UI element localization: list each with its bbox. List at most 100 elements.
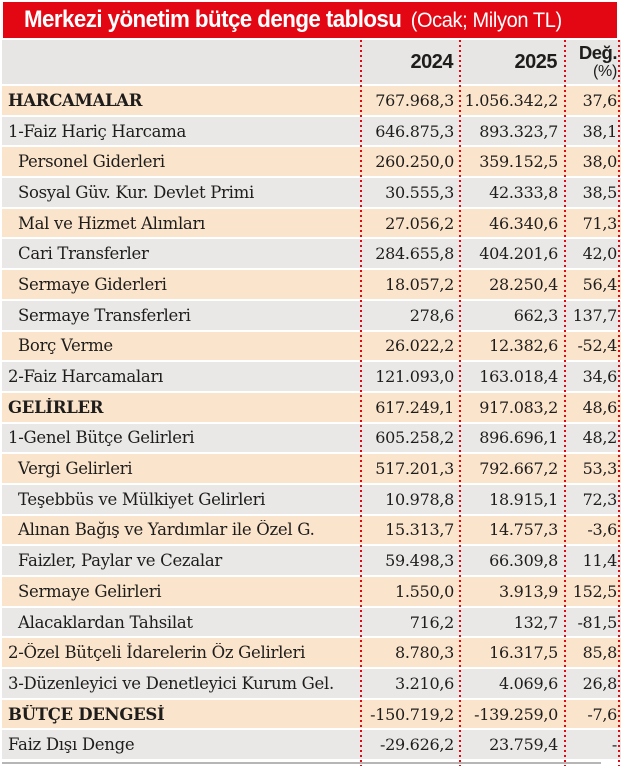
value-2024: 18.057,2: [385, 274, 454, 294]
table-row: Sermaye Transferleri 278,6 662,3 137,7: [2, 300, 621, 330]
value-2025: 359.152,5: [479, 152, 558, 172]
row-label: Teşebbüs ve Mülkiyet Gelirleri: [18, 489, 266, 509]
row-label: Vergi Gelirleri: [18, 459, 133, 479]
row-label: 2-Faiz Harcamaları: [8, 367, 164, 387]
row-label: 1-Genel Bütçe Gelirleri: [8, 428, 195, 448]
value-change: 42,0: [582, 244, 618, 264]
value-2024: 605.258,2: [375, 428, 454, 448]
row-label: Sermaye Transferleri: [18, 305, 191, 325]
value-2024: 1.550,0: [395, 581, 454, 601]
value-change: 37,6: [582, 90, 618, 110]
budget-table: 2024 2025 Değ. (%) HARCAMALAR 767.968,3 1.…: [2, 40, 621, 761]
value-2025: 12.382,6: [489, 336, 558, 356]
value-change: 34,6: [582, 367, 618, 387]
value-2024: 8.780,3: [395, 643, 454, 663]
table-row: Teşebbüs ve Mülkiyet Gelirleri 10.978,8 18…: [2, 484, 621, 514]
table-row: 1-Genel Bütçe Gelirleri 605.258,2 896.696,…: [2, 423, 621, 453]
value-change: 152,5: [572, 581, 618, 601]
row-label: Faizler, Paylar ve Cezalar: [18, 551, 222, 571]
value-2024: 646.875,3: [375, 121, 454, 141]
table-row: Borç Verme 26.022,2 12.382,6 -52,4: [2, 331, 621, 361]
value-2025: 163.018,4: [479, 367, 558, 387]
row-label: 2-Özel Bütçeli İdarelerin Öz Gelirleri: [8, 643, 306, 663]
header-cell-change: Değ. (%): [564, 43, 621, 81]
value-2024: 260.250,0: [375, 152, 454, 172]
value-2024: 59.498,3: [385, 551, 454, 571]
row-label: Personel Giderleri: [18, 152, 165, 172]
value-change: 71,3: [582, 213, 618, 233]
value-2024: 27.056,2: [385, 213, 454, 233]
value-2025: -139.259,0: [474, 704, 558, 724]
table-row: 2-Faiz Harcamaları 121.093,0 163.018,4 34,6: [2, 362, 621, 391]
title-period-note: (Ocak; Milyon TL): [410, 8, 562, 32]
value-2024: 767.968,3: [375, 90, 454, 110]
row-label: Cari Transferler: [18, 244, 149, 264]
title-bar: Merkezi yönetim bütçe denge tablosu (Oca…: [3, 2, 617, 38]
row-label: Sermaye Gelirleri: [18, 581, 162, 601]
value-2024: 284.655,8: [375, 244, 454, 264]
header-change-unit: (%): [593, 63, 617, 81]
value-change: -: [611, 735, 617, 755]
table-row: Alınan Bağış ve Yardımlar ile Özel G. 15.…: [2, 515, 621, 545]
row-label: Borç Verme: [18, 336, 113, 356]
row-label: Sosyal Güv. Kur. Devlet Primi: [18, 182, 254, 202]
row-label: 3-Düzenleyici ve Denetleyici Kurum Gel.: [8, 673, 334, 693]
value-change: 11,4: [582, 551, 618, 571]
value-2024: 26.022,2: [385, 336, 454, 356]
table-row: 2-Özel Bütçeli İdarelerin Öz Gelirleri 8.…: [2, 638, 621, 668]
row-label: Alınan Bağış ve Yardımlar ile Özel G.: [18, 520, 315, 540]
value-change: 85,8: [582, 643, 618, 663]
value-2024: 15.313,7: [385, 520, 454, 540]
value-change: 38,1: [582, 121, 618, 141]
table-row: 3-Düzenleyici ve Denetleyici Kurum Gel. 3…: [2, 669, 621, 698]
header-cell-2025: 2025: [514, 50, 558, 73]
value-2025: 16.317,5: [489, 643, 558, 663]
row-label: Mal ve Hizmet Alımları: [18, 213, 206, 233]
table-row: 1-Faiz Hariç Harcama 646.875,3 893.323,7 38…: [2, 116, 621, 146]
row-label: Faiz Dışı Denge: [8, 735, 135, 755]
value-2025: 14.757,3: [489, 520, 558, 540]
value-2025: 1.056.342,2: [464, 90, 559, 110]
table-row: Vergi Gelirleri 517.201,3 792.667,2 53,3: [2, 454, 621, 483]
table-row: Faizler, Paylar ve Cezalar 59.498,3 66.309…: [2, 546, 621, 575]
value-change: 56,4: [582, 274, 618, 294]
value-change: -81,5: [577, 612, 617, 632]
value-2025: 46.340,6: [489, 213, 558, 233]
value-2025: 404.201,6: [479, 244, 558, 264]
header-cell-2024: 2024: [410, 50, 454, 73]
value-2024: 3.210,6: [395, 673, 454, 693]
value-change: -3,6: [587, 520, 617, 540]
table-row: Personel Giderleri 260.250,0 359.152,5 38,0: [2, 147, 621, 177]
value-change: 26,8: [582, 673, 618, 693]
table-row: Sermaye Gelirleri 1.550,0 3.913,9 152,5: [2, 577, 621, 606]
value-2025: 23.759,4: [489, 735, 558, 755]
row-label: HARCAMALAR: [8, 90, 143, 110]
page-title: Merkezi yönetim bütçe denge tablosu (Oca…: [24, 6, 562, 34]
value-2024: 10.978,8: [385, 489, 454, 509]
value-2024: -150.719,2: [370, 704, 454, 724]
value-2025: 42.333,8: [489, 182, 558, 202]
value-change: -52,4: [577, 336, 617, 356]
value-2025: 917.083,2: [479, 397, 558, 417]
value-2025: 132,7: [513, 612, 559, 632]
value-change: 72,3: [582, 489, 618, 509]
value-2025: 3.913,9: [499, 581, 558, 601]
row-label: GELİRLER: [8, 397, 104, 417]
table-row: HARCAMALAR 767.968,3 1.056.342,2 37,6: [2, 86, 621, 115]
value-2024: 716,2: [409, 612, 455, 632]
value-change: 38,5: [582, 182, 618, 202]
table-body: HARCAMALAR 767.968,3 1.056.342,2 37,6 1-Faiz…: [2, 86, 621, 760]
table-row: BÜTÇE DENGESİ -150.719,2 -139.259,0 -7,6: [2, 699, 621, 729]
table-row: Faiz Dışı Denge -29.626,2 23.759,4 -: [2, 730, 621, 760]
table-row: Sosyal Güv. Kur. Devlet Primi 30.555,3 42.…: [2, 178, 621, 207]
title-main-text: Merkezi yönetim bütçe denge tablosu: [24, 6, 402, 33]
value-2025: 792.667,2: [479, 459, 558, 479]
value-change: 38,0: [582, 152, 618, 172]
value-change: 137,7: [572, 305, 618, 325]
value-change: -7,6: [587, 704, 617, 724]
table-row: Cari Transferler 284.655,8 404.201,6 42,0: [2, 239, 621, 269]
value-2025: 4.069,6: [499, 673, 558, 693]
value-2024: 121.093,0: [375, 367, 454, 387]
value-2025: 28.250,4: [489, 274, 558, 294]
